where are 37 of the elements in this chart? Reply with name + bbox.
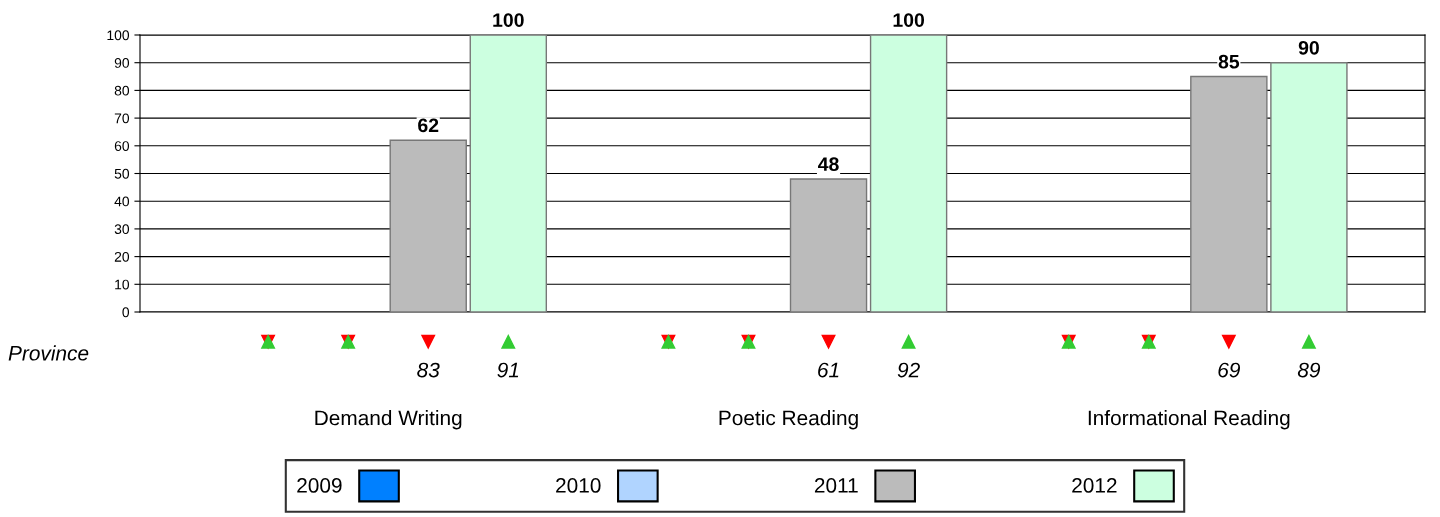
legend-label: 2009: [297, 478, 342, 493]
text: 91: [497, 362, 519, 378]
data-label: 100: [493, 13, 524, 27]
bar: [469, 35, 548, 312]
y-tick-label: 10: [115, 279, 130, 290]
text: 69: [1218, 362, 1241, 378]
y-tick-label: 90: [114, 58, 130, 68]
x-tick-label: Informational Reading: [1088, 410, 1290, 430]
y-tick-label: 100: [107, 30, 130, 41]
text: 92: [897, 362, 920, 378]
y-tick-label: 80: [114, 85, 130, 96]
y-tick-label: 60: [114, 141, 130, 151]
y-tick-label: 40: [114, 196, 130, 207]
bar: [869, 35, 948, 312]
legend-label: 2012: [1072, 478, 1117, 493]
data-label: 85: [1218, 54, 1240, 69]
legend-label: 2010: [556, 478, 601, 493]
y-tick-label: 50: [114, 168, 130, 179]
x-tick-label: Demand Writing: [315, 410, 462, 430]
y-tick-label: 70: [114, 113, 130, 124]
data-label: 90: [1298, 40, 1319, 55]
bar: [1190, 75, 1268, 312]
x-tick-label: Poetic Reading: [719, 410, 858, 430]
bar: [1270, 62, 1348, 312]
text: Province: [8, 345, 89, 361]
data-label: 100: [893, 13, 925, 27]
bar: [389, 139, 467, 312]
text: 83: [417, 362, 440, 378]
bar: [789, 178, 868, 312]
text: 89: [1297, 362, 1321, 378]
y-tick-label: 0: [122, 307, 130, 318]
data-label: 62: [418, 118, 439, 133]
legend-label: 2011: [814, 478, 858, 493]
data-label: 48: [818, 157, 839, 172]
y-tick-label: 20: [114, 251, 130, 262]
y-tick-label: 30: [114, 224, 130, 235]
text: 61: [818, 362, 839, 378]
